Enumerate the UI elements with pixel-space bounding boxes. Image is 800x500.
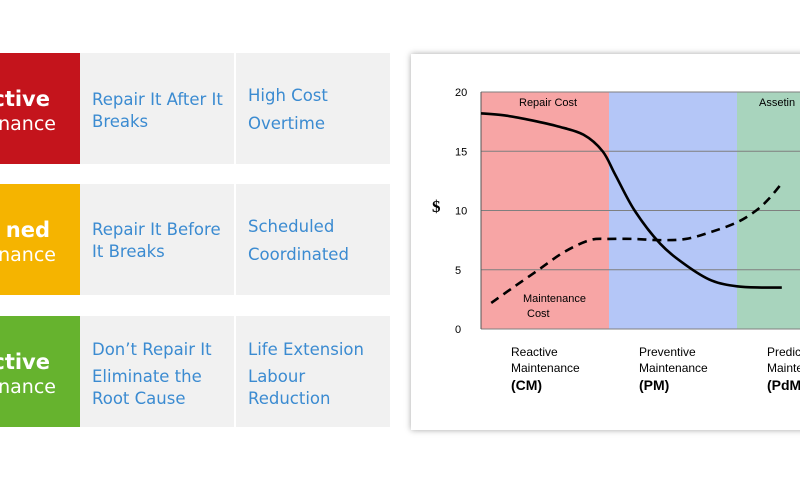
category-label-line1: Preventive xyxy=(639,345,696,359)
predictive-effect-line2: Labour xyxy=(248,367,306,386)
repair-cost-line xyxy=(480,112,782,289)
category-label-line1: Predic xyxy=(767,345,800,359)
reactive-description-line2: Breaks xyxy=(92,112,149,131)
category-label-line2: Maintenance xyxy=(511,361,580,375)
planned-description-line2: It Breaks xyxy=(92,242,165,261)
maintenance-cost-chart: 0 5 10 15 20 $ Assetin Repair Cost Maintenan… xyxy=(432,87,800,393)
reactive-badge-title: ctive xyxy=(0,87,50,111)
y-tick-label: 20 xyxy=(455,87,467,99)
reactive-badge-subtitle: enance xyxy=(0,113,56,135)
predictive-description-line2: Eliminate the xyxy=(92,367,202,386)
predictive-description-line3: Root Cause xyxy=(92,389,186,408)
y-tick-label: 0 xyxy=(455,324,461,336)
y-axis-label: $ xyxy=(432,197,441,216)
planned-description-line1: Repair It Before xyxy=(92,220,221,239)
predictive-effect: Life Extension Labour Reduction xyxy=(236,316,390,427)
zone-label-2: Assetin xyxy=(759,97,795,109)
planned-effect-line2: Coordinated xyxy=(248,245,349,264)
category-abbreviation: (PM) xyxy=(639,377,669,393)
y-tick-label: 10 xyxy=(455,206,467,218)
predictive-maintenance-row: ictive enance Don’t Repair It Eliminate … xyxy=(0,316,390,427)
predictive-effect-line1: Life Extension xyxy=(248,340,364,359)
repair-cost-label: Repair Cost xyxy=(519,97,577,109)
category-abbreviation: (CM) xyxy=(511,377,542,393)
planned-badge-subtitle: enance xyxy=(0,244,56,266)
predictive-badge-subtitle: enance xyxy=(0,376,56,398)
reactive-maintenance-row: ctive enance Repair It After It Breaks H… xyxy=(0,53,390,164)
predictive-effect-line3: Reduction xyxy=(248,389,331,408)
reactive-effect: High Cost Overtime xyxy=(236,53,390,164)
y-tick-label: 5 xyxy=(455,265,461,277)
reactive-effect-line1: High Cost xyxy=(248,86,328,105)
planned-description: Repair It Before It Breaks xyxy=(80,184,236,295)
reactive-effect-line2: Overtime xyxy=(248,114,325,133)
predictive-description-line1: Don’t Repair It xyxy=(92,340,212,359)
predictive-badge: ictive enance xyxy=(0,316,80,427)
planned-badge: ned enance xyxy=(0,184,80,295)
maintenance-cost-label-line2: Cost xyxy=(527,308,550,320)
predictive-description: Don’t Repair It Eliminate the Root Cause xyxy=(80,316,236,427)
maintenance-cost-chart-card: 0 5 10 15 20 $ Assetin Repair Cost Maintenan… xyxy=(411,54,800,430)
category-label-line2: Maintenance xyxy=(639,361,708,375)
reactive-description-line1: Repair It After It xyxy=(92,90,223,109)
planned-effect: Scheduled Coordinated xyxy=(236,184,390,295)
planned-effect-line1: Scheduled xyxy=(248,217,335,236)
category-abbreviation: (PdM xyxy=(767,377,800,393)
category-label-line1: Reactive xyxy=(511,345,558,359)
maintenance-cost-label-line1: Maintenance xyxy=(523,293,586,305)
predictive-badge-title: ictive xyxy=(0,350,50,374)
maintenance-cost-line xyxy=(490,182,783,304)
planned-maintenance-row: ned enance Repair It Before It Breaks Sc… xyxy=(0,184,390,295)
category-label-line2: Mainte xyxy=(767,361,800,375)
reactive-description: Repair It After It Breaks xyxy=(80,53,236,164)
y-tick-label: 15 xyxy=(455,146,467,158)
reactive-badge: ctive enance xyxy=(0,53,80,164)
planned-badge-title: ned xyxy=(5,218,50,242)
